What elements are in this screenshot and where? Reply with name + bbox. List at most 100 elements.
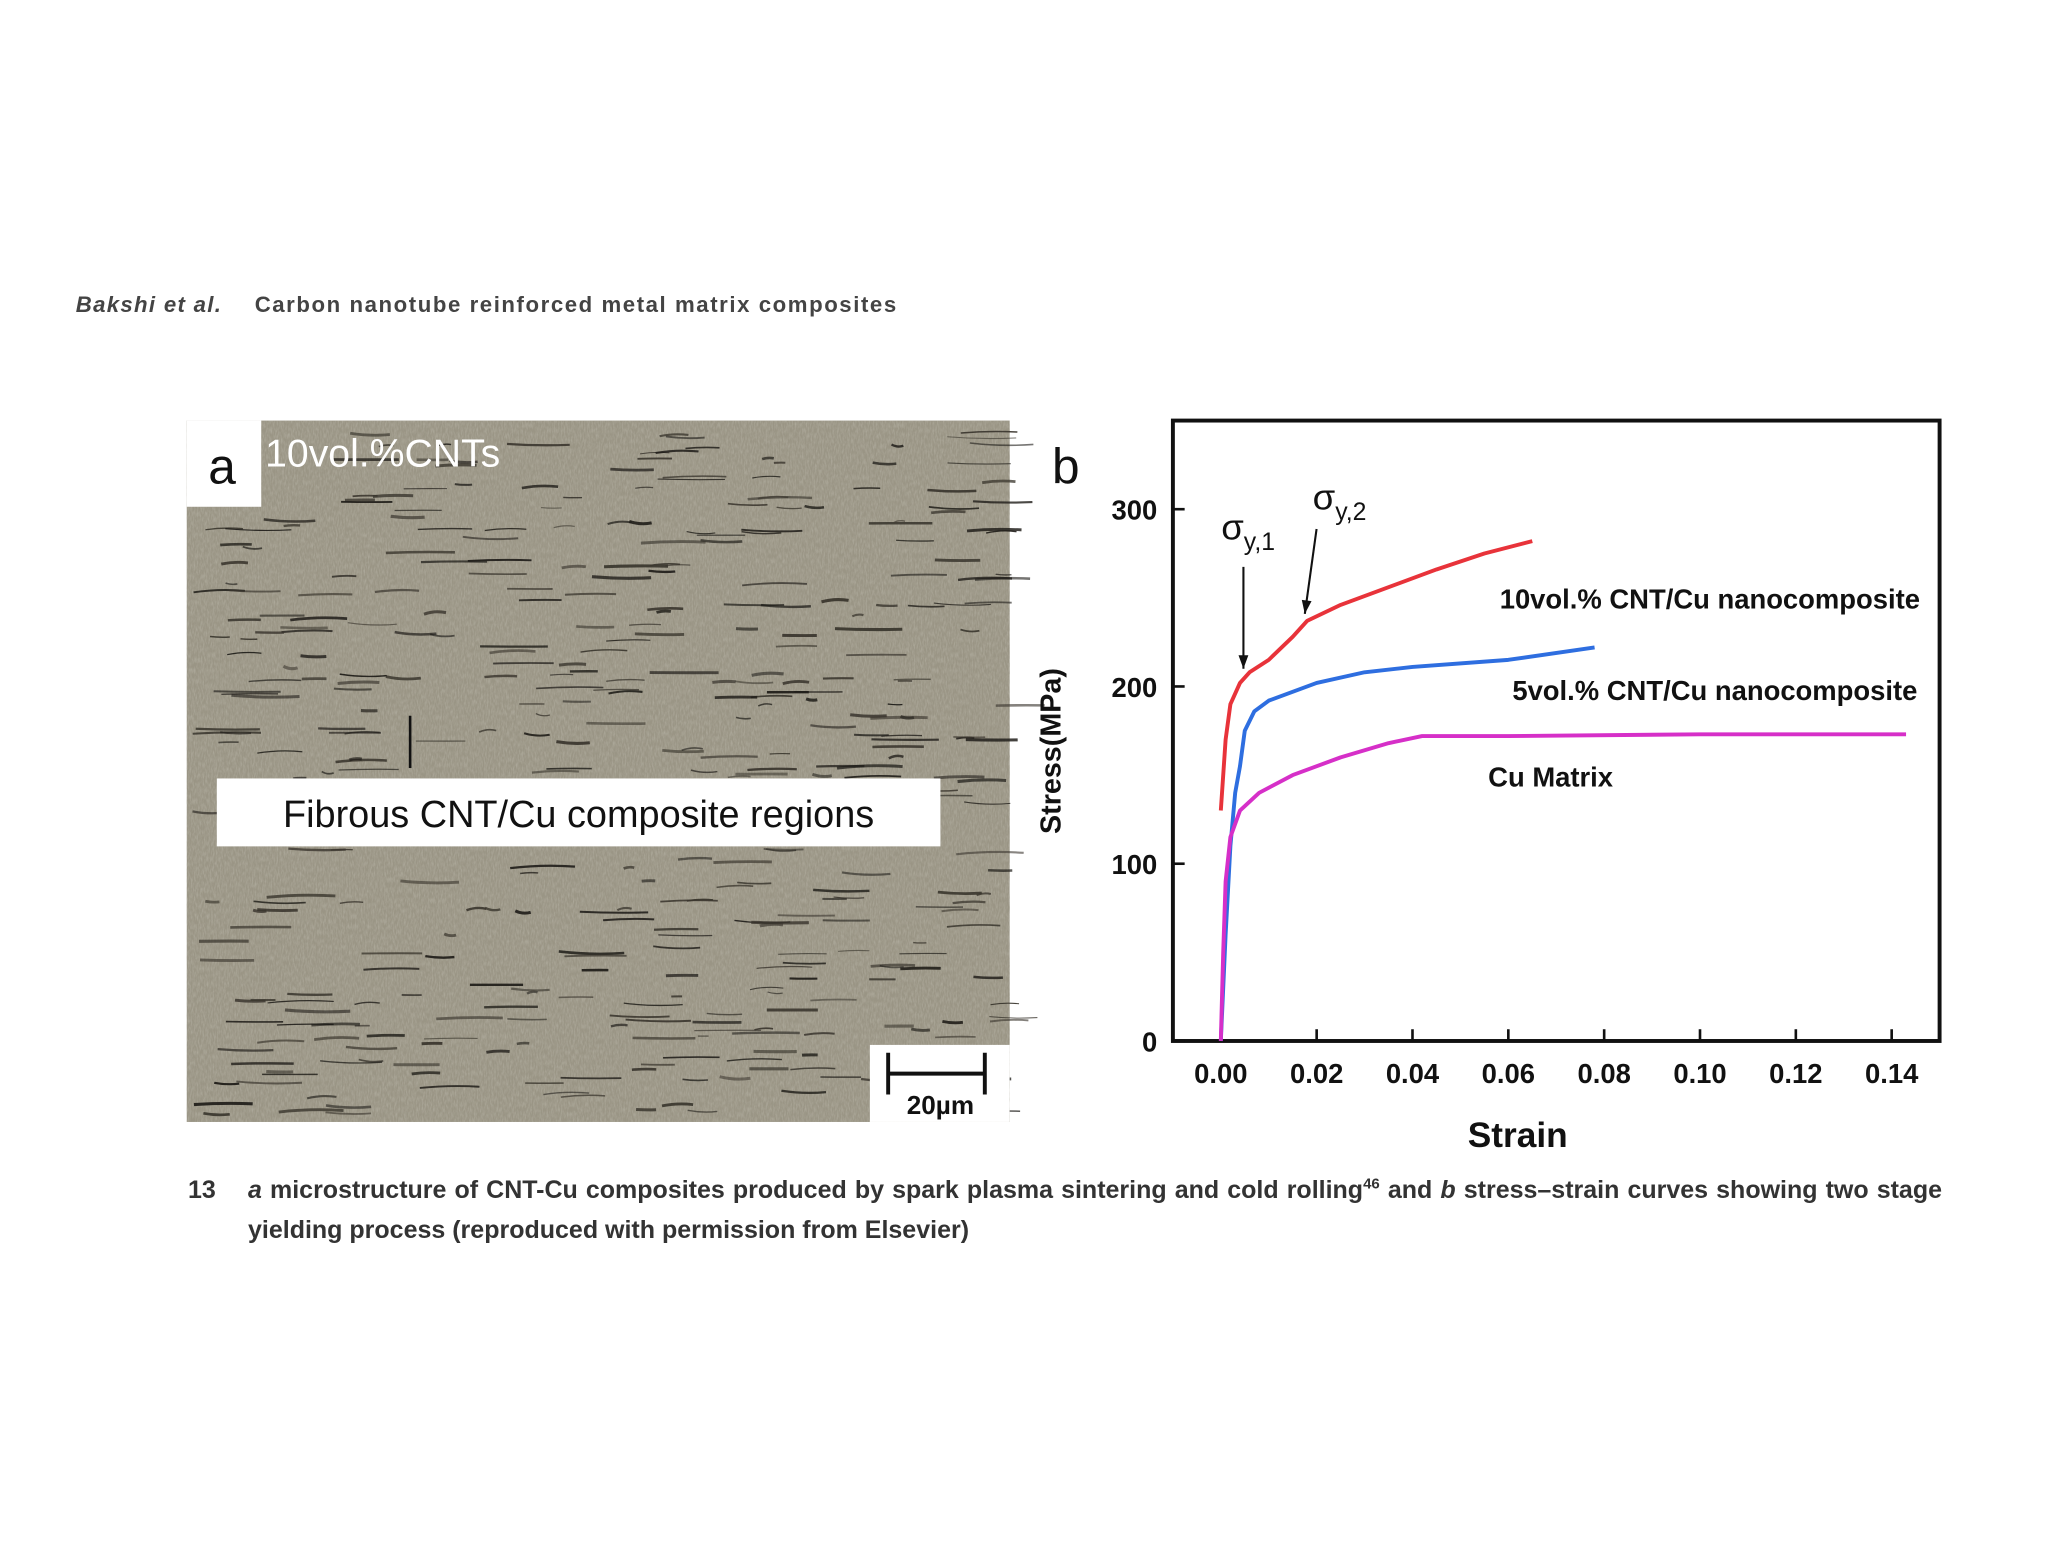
streak bbox=[648, 571, 675, 572]
header-authors: Bakshi et al. bbox=[76, 292, 222, 317]
x-tick-label: 0.10 bbox=[1673, 1058, 1726, 1089]
streak bbox=[663, 1057, 720, 1058]
streak bbox=[214, 691, 281, 692]
micrograph: a 10vol.%CNTs Fibrous CNT/Cu composite r… bbox=[187, 421, 1045, 1122]
streak bbox=[280, 627, 327, 628]
streak bbox=[900, 968, 940, 969]
x-tick-label: 0.00 bbox=[1194, 1058, 1247, 1089]
streak bbox=[966, 740, 1018, 741]
scale-bar-label: 20µm bbox=[907, 1090, 974, 1120]
streak bbox=[287, 994, 332, 995]
streak bbox=[486, 1051, 509, 1052]
streak bbox=[973, 977, 1002, 978]
streak bbox=[311, 1024, 360, 1025]
streak bbox=[284, 525, 300, 526]
streak bbox=[715, 697, 757, 698]
annotation-subscript: y,1 bbox=[1244, 529, 1275, 556]
streak bbox=[810, 999, 856, 1000]
streak bbox=[806, 699, 817, 700]
streak bbox=[421, 561, 487, 562]
streak bbox=[876, 605, 897, 606]
streak bbox=[604, 566, 668, 567]
caption-part: and bbox=[1388, 1176, 1432, 1204]
streak bbox=[982, 481, 1015, 483]
y-tick-label: 0 bbox=[1142, 1026, 1157, 1057]
series-line bbox=[1221, 541, 1532, 810]
streak bbox=[367, 1035, 405, 1036]
streak bbox=[205, 901, 219, 902]
streak bbox=[736, 629, 758, 630]
streak bbox=[657, 611, 671, 612]
series-label: Cu Matrix bbox=[1488, 761, 1614, 792]
streak bbox=[391, 516, 425, 517]
streak bbox=[632, 1069, 656, 1070]
streak bbox=[641, 542, 706, 544]
micrograph-texture bbox=[187, 421, 1010, 1122]
streak bbox=[938, 892, 982, 893]
x-tick-label: 0.12 bbox=[1769, 1058, 1822, 1089]
header-title: Carbon nanotube reinforced metal matrix … bbox=[255, 292, 898, 317]
streak bbox=[854, 735, 889, 736]
streak bbox=[266, 1072, 293, 1073]
streak bbox=[338, 682, 380, 683]
streak bbox=[210, 636, 230, 637]
annotation: σy,1 bbox=[1221, 506, 1275, 555]
streak bbox=[967, 529, 1022, 531]
streak bbox=[203, 1113, 229, 1115]
streak bbox=[444, 934, 456, 936]
streak bbox=[493, 663, 554, 664]
streak bbox=[783, 963, 826, 964]
streak bbox=[647, 608, 683, 609]
series-label: 10vol.% CNT/Cu nanocomposite bbox=[1500, 584, 1920, 615]
streak bbox=[484, 1007, 538, 1008]
caption-number: 13 bbox=[188, 1170, 216, 1210]
streak bbox=[850, 715, 887, 716]
panel-label: b bbox=[1052, 438, 1080, 494]
streak bbox=[724, 604, 784, 605]
streak bbox=[678, 858, 712, 859]
series-label: 5vol.% CNT/Cu nanocomposite bbox=[1512, 675, 1917, 706]
streak bbox=[484, 676, 517, 677]
streak bbox=[751, 922, 809, 923]
streak bbox=[927, 490, 976, 491]
streak bbox=[507, 1019, 547, 1020]
streak bbox=[563, 701, 591, 702]
streak bbox=[762, 458, 774, 459]
streak bbox=[935, 1037, 975, 1038]
streak bbox=[565, 594, 616, 595]
streak bbox=[776, 646, 817, 647]
x-tick-label: 0.14 bbox=[1865, 1058, 1919, 1089]
streak bbox=[685, 447, 719, 448]
streak bbox=[958, 780, 1007, 782]
streak bbox=[592, 577, 651, 579]
y-axis-label: Stress(MPa) bbox=[1036, 668, 1068, 834]
streak bbox=[418, 529, 472, 530]
annotation: σy,2 bbox=[1313, 476, 1367, 525]
streak bbox=[654, 929, 698, 930]
x-tick-label: 0.04 bbox=[1386, 1058, 1440, 1089]
annotation-subscript: y,2 bbox=[1335, 499, 1366, 526]
streak bbox=[228, 620, 261, 621]
caption-part: b bbox=[1440, 1176, 1455, 1204]
streak bbox=[894, 679, 931, 680]
x-axis-label: Strain bbox=[1468, 1116, 1568, 1155]
streak bbox=[257, 910, 298, 911]
streak bbox=[635, 634, 684, 635]
overlay-label: 10vol.%CNTs bbox=[265, 432, 500, 475]
annotation-symbol: σ bbox=[1221, 506, 1244, 547]
streak bbox=[561, 1078, 622, 1079]
y-tick-label: 100 bbox=[1111, 849, 1157, 880]
streak bbox=[455, 484, 472, 485]
streak bbox=[556, 742, 589, 744]
streak bbox=[221, 694, 278, 695]
streak bbox=[658, 479, 725, 480]
annotation-arrowhead bbox=[1302, 600, 1312, 614]
streak bbox=[298, 594, 352, 595]
streak bbox=[712, 681, 735, 682]
streak bbox=[564, 956, 626, 957]
streak bbox=[562, 566, 586, 568]
streak bbox=[318, 728, 365, 729]
